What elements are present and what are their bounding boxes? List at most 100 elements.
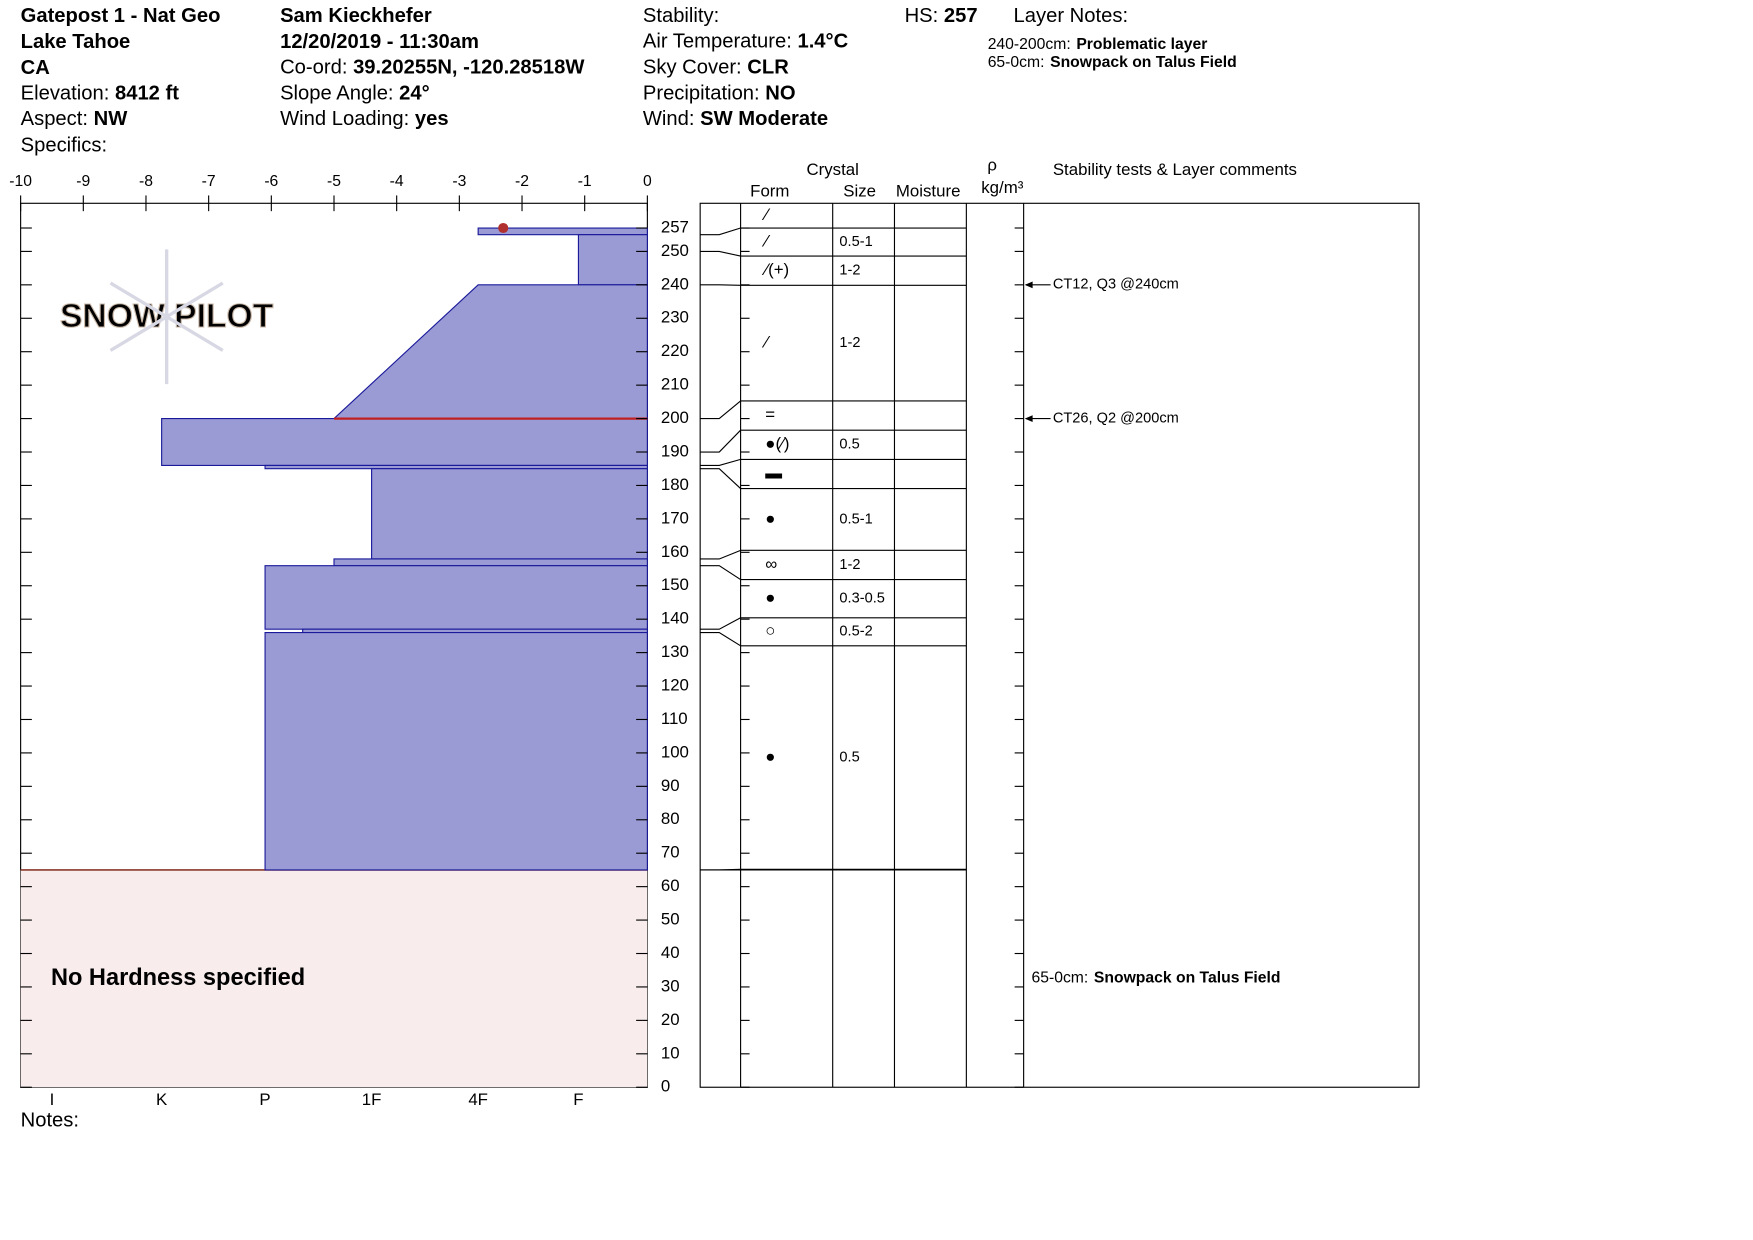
depth-label: 80 xyxy=(661,809,680,828)
snow-height: HS: 257 xyxy=(905,5,978,27)
layer-note: 240-200cm: Problematic layer xyxy=(988,36,1208,53)
weather-field: Wind: SW Moderate xyxy=(643,109,828,131)
arrow-head xyxy=(1024,415,1033,422)
arrow-head xyxy=(1024,281,1033,289)
obs-field: Wind Loading: yes xyxy=(280,109,449,131)
field-value: 257 xyxy=(944,5,978,27)
grain-size: 1-2 xyxy=(839,557,860,573)
column-header: Size xyxy=(843,182,876,201)
field-label: Elevation: xyxy=(21,83,110,105)
depth-label: 200 xyxy=(661,408,689,427)
weather-field: Sky Cover: CLR xyxy=(643,57,789,79)
field-label: Precipitation: xyxy=(643,83,760,105)
grain-form: ⁄ xyxy=(761,333,771,352)
depth-label: 20 xyxy=(661,1010,680,1029)
depth-label: 170 xyxy=(661,508,689,527)
grain-form: ● xyxy=(765,588,775,607)
weather-field: Air Temperature: 1.4°C xyxy=(643,31,849,53)
site-field: Elevation: 8412 ft xyxy=(21,83,180,105)
temp-tick-label: -7 xyxy=(202,173,216,190)
hardness-layer xyxy=(371,468,648,560)
field-value: SW Moderate xyxy=(700,109,828,131)
field-label: Slope Angle: xyxy=(280,83,393,105)
layer-connector xyxy=(700,565,741,581)
hardness-layer xyxy=(577,234,648,286)
temp-tick-label: 0 xyxy=(643,173,652,190)
field-label: Wind Loading: xyxy=(280,109,409,131)
grain-size: 1-2 xyxy=(839,263,860,279)
field-value: NO xyxy=(765,83,795,105)
obs-field: Slope Angle: 24° xyxy=(280,83,430,105)
grain-size: 0.5-1 xyxy=(839,511,872,527)
hardness-label: 1F xyxy=(362,1090,382,1109)
site-line: Gatepost 1 - Nat Geo xyxy=(21,5,221,27)
depth-label: 110 xyxy=(661,709,688,728)
weather-field: Precipitation: NO xyxy=(643,83,796,105)
layer-connector xyxy=(700,227,741,236)
depth-label: 30 xyxy=(661,976,680,995)
field-label: Air Temperature: xyxy=(643,31,792,53)
hardness-layer xyxy=(161,418,648,466)
column-header: Moisture xyxy=(896,182,961,201)
hardness-label: P xyxy=(259,1090,270,1109)
temp-tick-label: -1 xyxy=(578,173,592,190)
hardness-layer xyxy=(264,565,648,630)
column-header: Stability tests & Layer comments xyxy=(1053,160,1297,179)
hardness-layer xyxy=(264,464,648,470)
depth-label: 70 xyxy=(661,843,680,862)
depth-label: 10 xyxy=(661,1043,680,1062)
depth-label: 100 xyxy=(661,742,689,761)
temp-tick-label: -4 xyxy=(390,173,404,190)
grain-size: 0.3-0.5 xyxy=(839,591,884,607)
obs-field: Co-ord: 39.20255N, -120.28518W xyxy=(280,57,585,79)
hardness-label: 4F xyxy=(468,1090,488,1109)
no-hardness-area xyxy=(20,869,648,1088)
field-label: Wind: xyxy=(643,109,695,131)
logo-flake xyxy=(109,281,224,352)
depth-label: 50 xyxy=(661,910,680,929)
depth-label: 150 xyxy=(661,575,689,594)
grain-form: ●(⁄) xyxy=(765,434,789,453)
depth-label: 240 xyxy=(661,274,689,293)
field-value: 24° xyxy=(399,83,430,105)
test-text: CT12, Q3 @240cm xyxy=(1053,277,1179,293)
grain-size: 0.5-2 xyxy=(839,624,872,640)
table-frame xyxy=(699,202,1420,1088)
column-header: Crystal xyxy=(807,160,859,179)
grain-form: ● xyxy=(765,509,775,528)
depth-label: 210 xyxy=(661,375,689,394)
no-hardness-label: No Hardness specified xyxy=(51,964,305,990)
field-value: Problematic layer xyxy=(1076,36,1207,53)
surface-temp xyxy=(498,222,509,234)
notes: Notes: xyxy=(21,1109,79,1131)
layer-connector xyxy=(700,549,741,560)
field-value: NW xyxy=(94,109,129,131)
field-value: 39.20255N, -120.28518W xyxy=(353,57,585,79)
temp-tick-label: -6 xyxy=(264,173,278,190)
grain-size: 0.5 xyxy=(839,749,859,765)
column-header: kg/m³ xyxy=(981,178,1023,197)
column-header: ρ xyxy=(987,156,997,175)
field-value: 1.4°C xyxy=(797,31,848,53)
grain-form: ▬ xyxy=(765,463,782,482)
hardness-layer xyxy=(333,558,648,567)
depth-label: 130 xyxy=(661,642,689,661)
field-label: 240-200cm: xyxy=(988,36,1071,53)
test-text: CT26, Q2 @200cm xyxy=(1053,410,1179,426)
field-value: 8412 ft xyxy=(115,83,179,105)
layer-notes-title: Layer Notes: xyxy=(1014,5,1129,27)
field-label: 65-0cm: xyxy=(1032,970,1089,987)
temp-tick-label: -5 xyxy=(327,173,341,190)
layer-connector xyxy=(700,250,741,257)
field-label: 65-0cm: xyxy=(988,54,1045,71)
grain-size: 1-2 xyxy=(839,335,860,351)
site-line: Lake Tahoe xyxy=(21,31,131,53)
temp-tick-label: -8 xyxy=(139,173,153,190)
grain-form: = xyxy=(765,405,775,424)
field-label: Sky Cover: xyxy=(643,57,742,79)
depth-label: 140 xyxy=(661,609,689,628)
depth-label: 230 xyxy=(661,308,689,327)
grain-form: ⁄(+) xyxy=(761,260,789,279)
field-label: Aspect: xyxy=(21,109,88,131)
field-label: HS: xyxy=(905,5,939,27)
